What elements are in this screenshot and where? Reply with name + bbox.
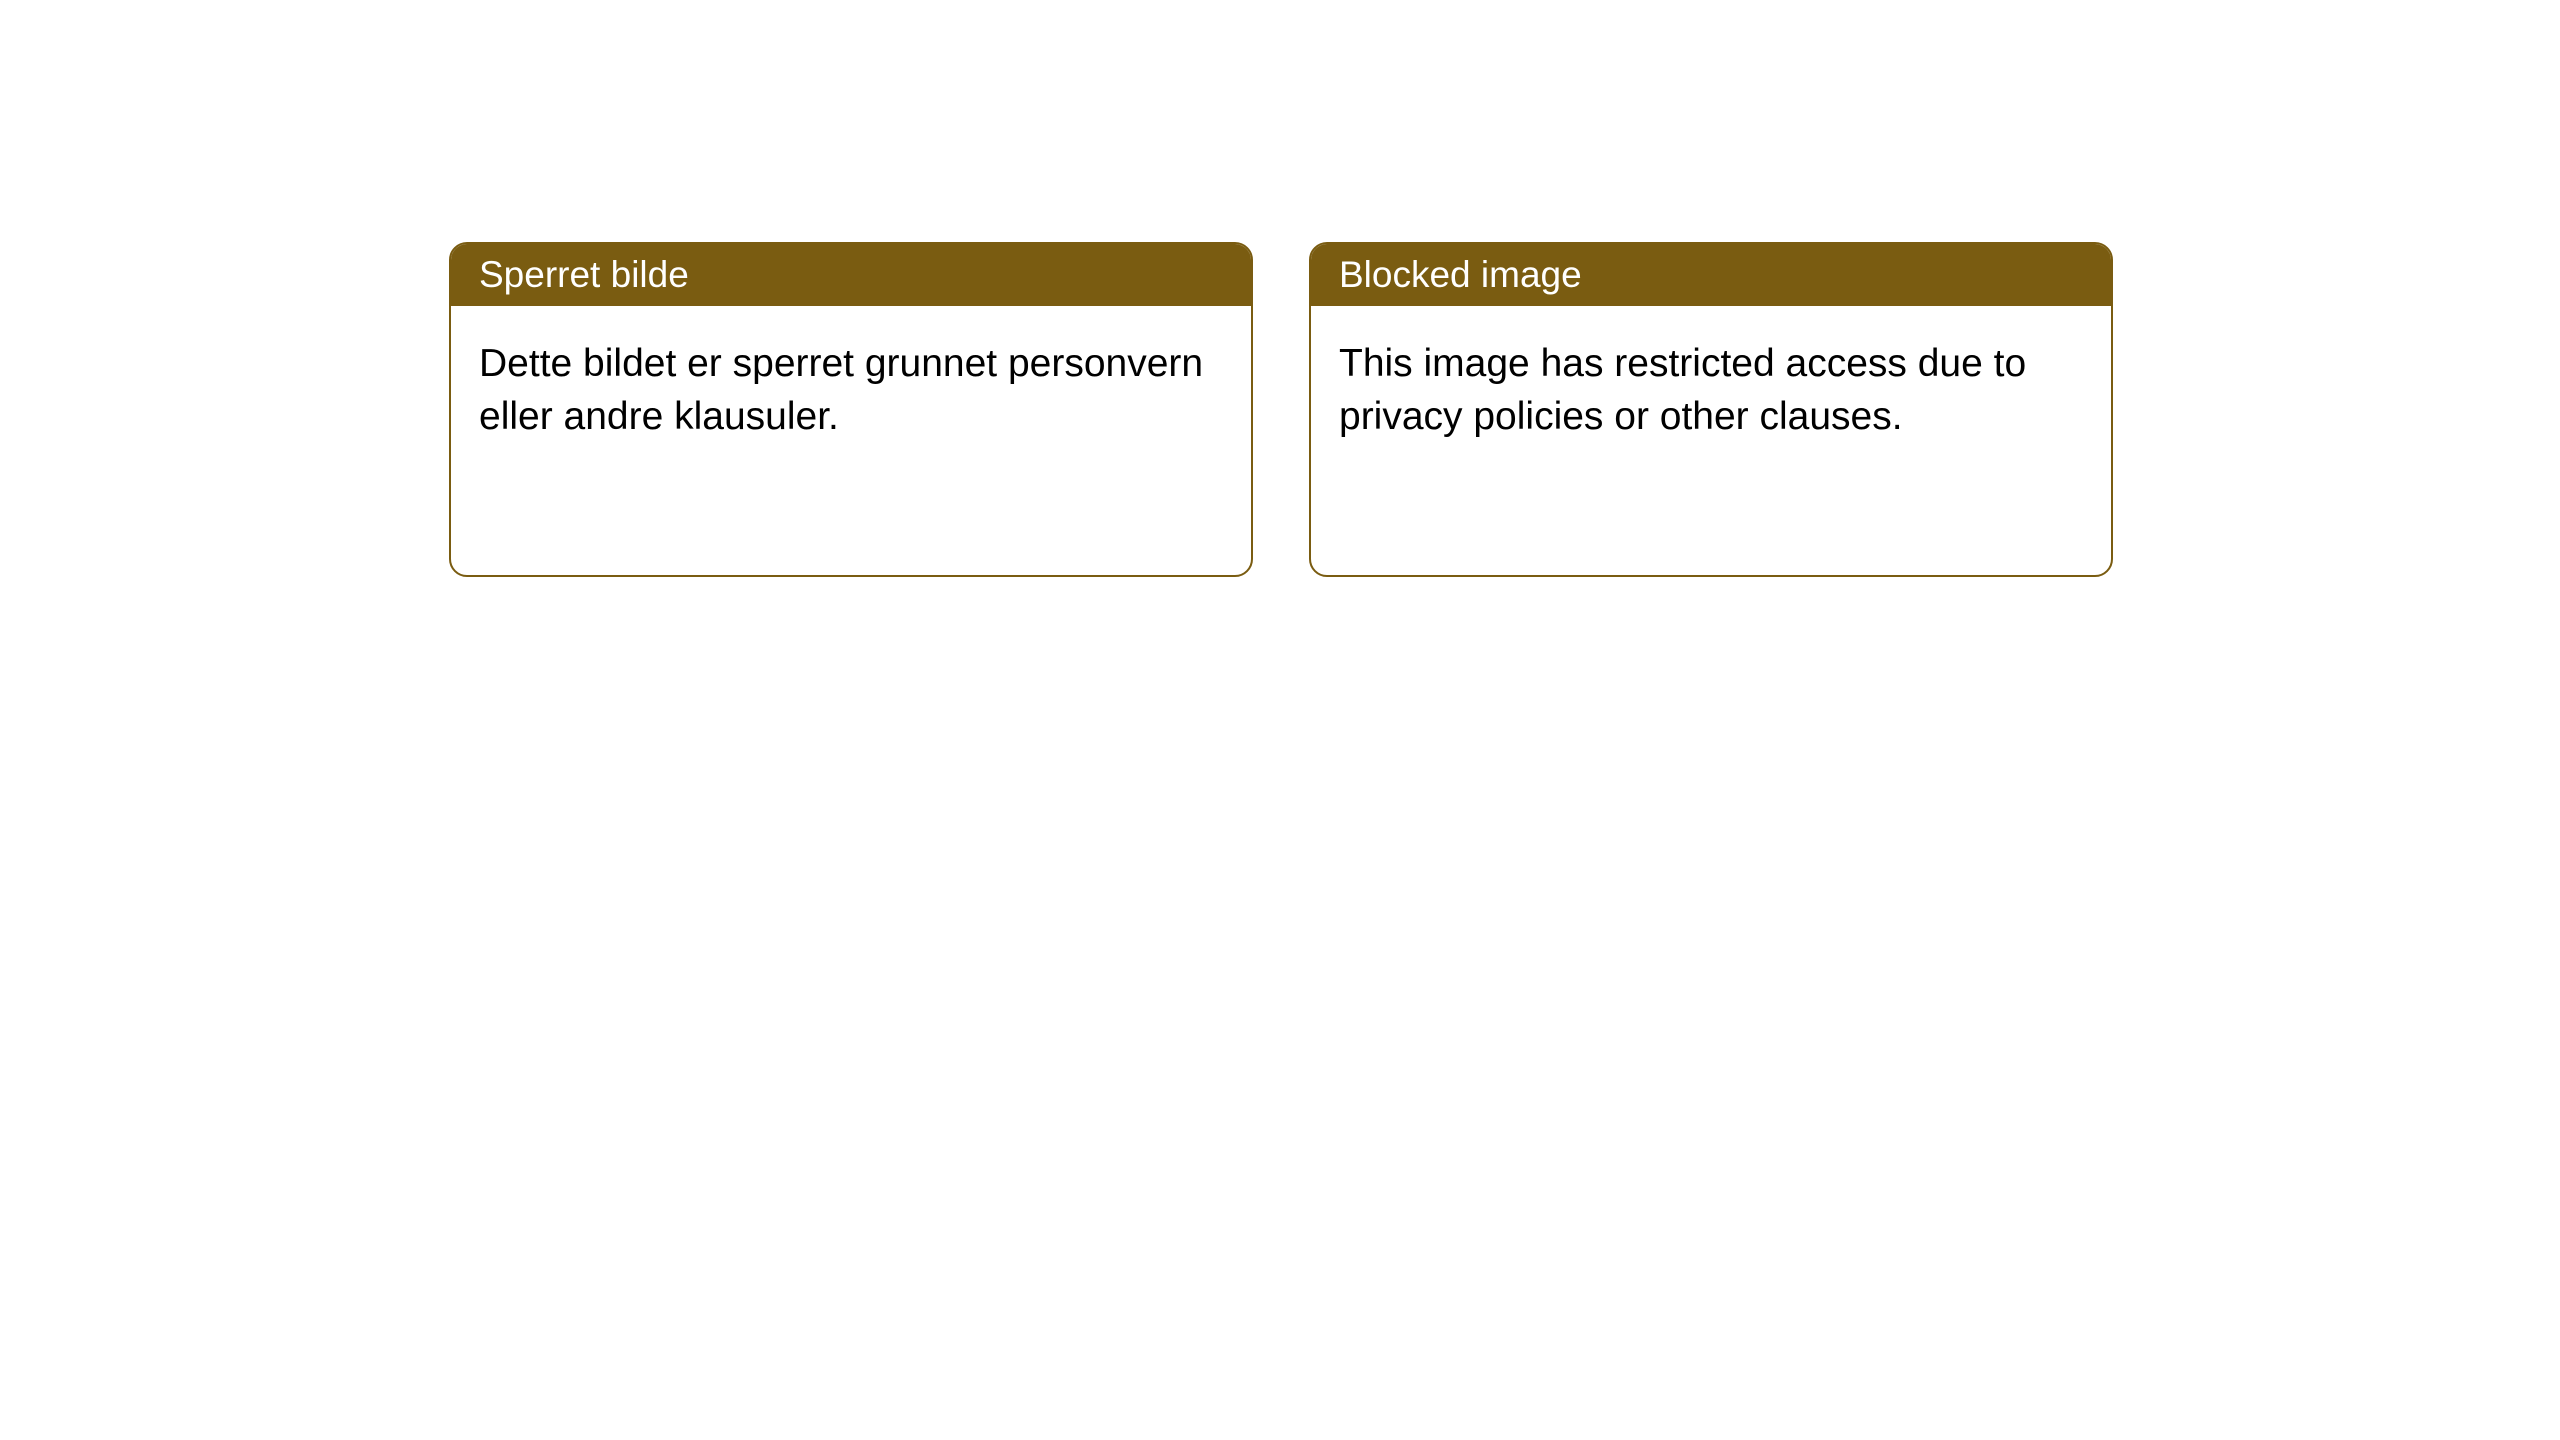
notice-container: Sperret bilde Dette bildet er sperret gr… — [449, 242, 2113, 577]
notice-title-en: Blocked image — [1311, 244, 2111, 306]
notice-body-en: This image has restricted access due to … — [1311, 306, 2111, 475]
notice-card-no: Sperret bilde Dette bildet er sperret gr… — [449, 242, 1253, 577]
notice-body-no: Dette bildet er sperret grunnet personve… — [451, 306, 1251, 475]
notice-card-en: Blocked image This image has restricted … — [1309, 242, 2113, 577]
notice-title-no: Sperret bilde — [451, 244, 1251, 306]
